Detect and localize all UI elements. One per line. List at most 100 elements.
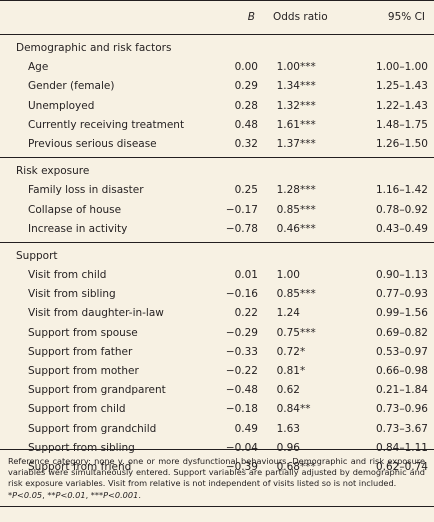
row-label: Support from grandparent xyxy=(28,384,166,397)
row-label: Support from sibling xyxy=(28,441,135,454)
row-b-value: −0.29 xyxy=(225,326,258,339)
row-ci: 0.90–1.13 xyxy=(375,269,428,282)
table-row: Currently receiving treatment 0.48 1.61***… xyxy=(0,116,434,135)
table-row: Unemployed 0.28 1.32*** 1.22–1.43 xyxy=(0,97,434,116)
odds-ratio-value: 1.32 xyxy=(276,99,300,112)
significance-stars: * xyxy=(300,365,306,377)
table-row: Gender (female) 0.29 1.34*** 1.25–1.43 xyxy=(0,77,434,96)
row-label: Collapse of house xyxy=(28,203,122,216)
header-b-column: B xyxy=(247,11,255,23)
row-ci: 0.66–0.98 xyxy=(375,365,428,377)
table-row: Visit from child 0.01 1.00 0.90–1.13 xyxy=(0,266,434,285)
row-label: Support from child xyxy=(28,403,126,416)
row-ci: 0.77–0.93 xyxy=(375,288,428,301)
header-odds-ratio-column: Odds ratio xyxy=(273,11,328,23)
row-b-value: −0.48 xyxy=(225,384,258,397)
table-row: Collapse of house −0.17 0.85*** 0.78–0.92 xyxy=(0,201,434,220)
table-row: Previous serious disease 0.32 1.37*** 1.26–… xyxy=(0,135,434,154)
odds-ratio-value: 0.46 xyxy=(276,222,300,235)
row-ci: 0.84–1.11 xyxy=(375,441,428,454)
row-b-value: −0.18 xyxy=(225,403,258,416)
row-b-value: 0.48 xyxy=(234,118,258,131)
row-ci: 0.53–0.97 xyxy=(375,345,428,358)
row-label: Increase in activity xyxy=(28,222,128,235)
row-label: Gender (female) xyxy=(28,80,115,93)
row-ci: 0.69–0.82 xyxy=(375,326,428,339)
regression-table: B Odds ratio 95% CI Demographic and risk… xyxy=(0,0,434,477)
row-ci: 0.73–0.96 xyxy=(375,403,428,416)
reference-note: Reference category: none v. one or more … xyxy=(8,456,425,489)
row-odds-ratio: 1.32*** xyxy=(274,97,354,116)
row-ci: 0.78–0.92 xyxy=(375,203,428,216)
significance-note: *P<0.05, **P<0.01, ***P<0.001. xyxy=(8,489,141,500)
row-ci: 0.62–0.74 xyxy=(375,460,428,473)
odds-ratio-value: 0.85 xyxy=(276,203,300,216)
odds-ratio-value: 1.34 xyxy=(276,80,300,93)
row-ci: 1.00–1.00 xyxy=(375,61,428,74)
significance-stars: *** xyxy=(300,326,316,339)
table-row: Visit from daughter-in-law 0.22 1.24 0.99–1… xyxy=(0,304,434,323)
row-odds-ratio: 0.85*** xyxy=(274,201,354,220)
table-row: Support from father −0.33 0.72* 0.53–0.97 xyxy=(0,343,434,362)
row-odds-ratio: 1.61*** xyxy=(274,116,354,135)
odds-ratio-value: 1.61 xyxy=(276,118,300,131)
odds-ratio-value: 0.75 xyxy=(276,326,300,339)
odds-ratio-value: 1.63 xyxy=(276,422,300,435)
table-header-row: B Odds ratio 95% CI xyxy=(0,1,434,35)
row-ci: 1.22–1.43 xyxy=(375,99,428,112)
significance-stars: *** xyxy=(300,137,316,150)
significance-stars: *** xyxy=(300,80,316,93)
row-odds-ratio: 0.96 xyxy=(274,439,354,458)
row-b-value: 0.29 xyxy=(234,80,258,93)
table-row: Support from friend −0.39 0.68*** 0.62–0.74 xyxy=(0,458,434,477)
row-label: Visit from child xyxy=(28,269,107,282)
row-odds-ratio: 0.46*** xyxy=(274,220,354,239)
odds-ratio-value: 1.00 xyxy=(276,61,300,74)
table-row: Support from spouse −0.29 0.75*** 0.69–0.82 xyxy=(0,324,434,343)
row-odds-ratio: 1.63 xyxy=(274,420,354,439)
row-odds-ratio: 0.85*** xyxy=(274,285,354,304)
row-b-value: −0.39 xyxy=(225,460,258,473)
odds-ratio-value: 0.68 xyxy=(276,460,300,473)
row-b-value: −0.04 xyxy=(225,441,258,454)
row-b-value: 0.22 xyxy=(234,307,258,320)
odds-ratio-value: 1.37 xyxy=(276,137,300,150)
row-label: Support from grandchild xyxy=(28,422,157,435)
row-b-value: −0.22 xyxy=(225,365,258,377)
row-label: Age xyxy=(28,61,49,74)
significance-stars: ** xyxy=(300,403,311,416)
section-divider xyxy=(0,157,434,159)
table-row: Support from mother −0.22 0.81* 0.66–0.98 xyxy=(0,362,434,381)
row-b-value: 0.01 xyxy=(234,269,258,282)
row-b-value: −0.33 xyxy=(225,345,258,358)
table-row: Family loss in disaster 0.25 1.28*** 1.16–1… xyxy=(0,181,434,200)
row-b-value: 0.28 xyxy=(234,99,258,112)
row-odds-ratio: 1.28*** xyxy=(274,181,354,200)
row-odds-ratio: 1.24 xyxy=(274,304,354,323)
significance-stars: *** xyxy=(300,99,316,112)
significance-stars: *** xyxy=(300,118,316,131)
odds-ratio-value: 0.72 xyxy=(276,345,300,358)
row-ci: 1.26–1.50 xyxy=(375,137,428,150)
row-ci: 1.16–1.42 xyxy=(375,184,428,197)
row-ci: 0.99–1.56 xyxy=(375,307,428,320)
row-label: Family loss in disaster xyxy=(28,184,144,197)
row-label: Currently receiving treatment xyxy=(28,118,185,131)
section-divider xyxy=(0,241,434,243)
row-odds-ratio: 0.68*** xyxy=(274,458,354,477)
table-row: Support from grandparent −0.48 0.62 0.21–1.… xyxy=(0,381,434,400)
table-row: Age 0.00 1.00*** 1.00–1.00 xyxy=(0,58,434,77)
section-heading: Risk exposure xyxy=(0,162,434,181)
sig-p05: P<0.05 xyxy=(12,489,43,500)
row-label: Visit from daughter-in-law xyxy=(28,307,164,320)
odds-ratio-value: 0.81 xyxy=(276,365,300,377)
row-ci: 0.43–0.49 xyxy=(375,222,428,235)
significance-stars: *** xyxy=(300,184,316,197)
table-row: Increase in activity −0.78 0.46*** 0.43–0.4… xyxy=(0,220,434,239)
row-odds-ratio: 1.00 xyxy=(274,266,354,285)
row-label: Previous serious disease xyxy=(28,137,157,150)
row-ci: 0.73–3.67 xyxy=(375,422,428,435)
significance-stars: *** xyxy=(300,460,316,473)
row-b-value: 0.49 xyxy=(234,422,258,435)
row-label: Support from mother xyxy=(28,365,139,377)
